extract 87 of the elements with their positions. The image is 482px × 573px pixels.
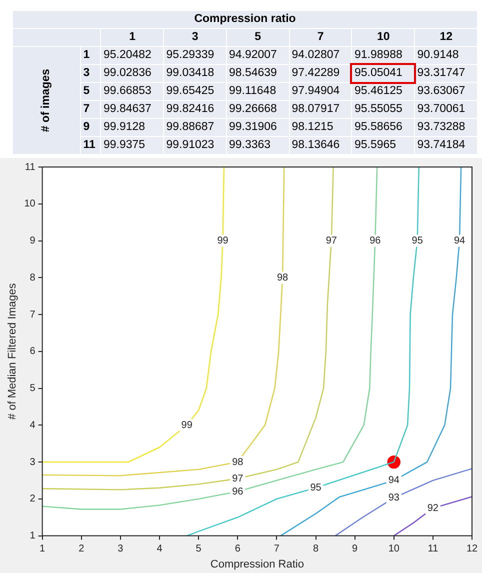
x-tick-label: 12 xyxy=(466,544,478,555)
y-tick-label: 3 xyxy=(30,456,36,468)
data-label: 95.46125 xyxy=(352,83,414,100)
y-tick-label: 10 xyxy=(24,198,36,210)
x-tick-label: 5 xyxy=(226,29,289,46)
data-label: 98.07917 xyxy=(290,101,352,118)
series-label: 95 xyxy=(412,236,424,247)
data-label: 93.73288 xyxy=(415,119,477,136)
x-tick-label: 6 xyxy=(234,544,241,555)
x-tick-label: 11 xyxy=(428,544,439,555)
text: 96 xyxy=(232,486,244,498)
data-label: 99.9128 xyxy=(101,119,164,136)
data-label: 99.02836 xyxy=(101,65,164,82)
x-tick-label: 9 xyxy=(352,544,358,555)
data-label: 99.82416 xyxy=(164,101,226,118)
x-tick-label: 4 xyxy=(156,544,163,555)
x-tick-label: 1 xyxy=(101,29,164,46)
x-tick-label: 3 xyxy=(164,29,226,46)
data-label: 98.54639 xyxy=(226,65,289,82)
text: 95 xyxy=(310,482,322,494)
text: 99 xyxy=(181,420,192,431)
x-tick-label: 10 xyxy=(388,544,400,555)
x-tick-label: 3 xyxy=(118,544,124,555)
y-tick-label: 9 xyxy=(81,119,100,136)
data-label: 99.84637 xyxy=(101,101,164,118)
data-label: 90.9148 xyxy=(415,47,477,64)
data-label: 95.55055 xyxy=(352,101,414,118)
y-tick-label: 1 xyxy=(30,530,36,542)
series-label: 96 xyxy=(370,236,382,247)
y-tick-label: 3 xyxy=(81,65,100,82)
data-label: 94.02807 xyxy=(290,47,352,64)
y-tick-label: 6 xyxy=(30,346,36,358)
data-label: 99.65425 xyxy=(164,83,226,100)
data-label: 99.91023 xyxy=(164,137,226,154)
data-label: 99.31906 xyxy=(226,119,289,136)
data-label: 95.20482 xyxy=(101,47,164,64)
data-label: 93.74184 xyxy=(415,137,477,154)
data-label: 91.98988 xyxy=(352,47,414,64)
y-tick-label: 4 xyxy=(30,420,36,431)
data-label: 97.42289 xyxy=(290,65,352,82)
series-label: 92 xyxy=(427,502,439,514)
y-tick-label: 2 xyxy=(30,494,36,505)
data-label: 99.9375 xyxy=(101,137,164,154)
series-label: 99 xyxy=(217,236,229,247)
y-tick-label: 5 xyxy=(81,83,100,100)
x-axis-title: Compression ratio xyxy=(13,11,477,28)
series-label: 98 xyxy=(276,272,289,284)
x-tick-label: 7 xyxy=(274,544,280,555)
y-tick-label: 5 xyxy=(30,383,36,394)
x-tick-label: 7 xyxy=(290,29,352,46)
data-label: 93.31747 xyxy=(415,65,477,82)
data-label: 95.5965 xyxy=(352,137,414,154)
text: 97 xyxy=(232,473,244,484)
data-label: 99.88687 xyxy=(164,119,226,136)
data-label: 93.70061 xyxy=(415,101,477,118)
series-label: 94 xyxy=(454,236,466,247)
data-label: 98.13646 xyxy=(290,137,352,154)
x-tick-label: 8 xyxy=(312,544,319,555)
data-label: 98.1215 xyxy=(290,119,352,136)
x-axis-title: Compression Ratio xyxy=(210,558,304,570)
text: 94 xyxy=(388,475,400,486)
data-label: 93.63067 xyxy=(415,83,477,100)
data-label: 95.58656 xyxy=(352,119,414,136)
data-label: 99.66853 xyxy=(101,83,164,100)
x-tick-label: 12 xyxy=(415,29,477,46)
y-tick-label: 8 xyxy=(30,272,36,284)
series-label: 97 xyxy=(326,236,338,247)
series-label: 93 xyxy=(388,492,400,504)
y-tick-label: 9 xyxy=(30,236,36,247)
data-label: 99.03418 xyxy=(164,65,226,82)
y-tick-label: 11 xyxy=(81,137,100,154)
x-tick-label: 5 xyxy=(196,544,202,555)
x-tick-label: 10 xyxy=(352,29,414,46)
y-axis-title: # of images xyxy=(39,68,54,132)
y-tick-label: 1 xyxy=(81,47,100,64)
y-axis-title: # of Median Filtered Images xyxy=(6,282,19,420)
data-label: 99.3363 xyxy=(226,137,289,154)
data-label: 97.94904 xyxy=(290,83,352,100)
y-tick-label: 11 xyxy=(24,162,36,173)
x-tick-label: 1 xyxy=(40,544,46,555)
data-label: 99.26668 xyxy=(226,101,289,118)
y-tick-label: 7 xyxy=(30,309,36,320)
y-tick-label: 7 xyxy=(81,101,100,118)
text: 98 xyxy=(232,456,244,468)
data-label: 95.29339 xyxy=(164,47,226,64)
data-label: 99.11648 xyxy=(226,83,289,100)
data-label: 94.92007 xyxy=(226,47,289,64)
